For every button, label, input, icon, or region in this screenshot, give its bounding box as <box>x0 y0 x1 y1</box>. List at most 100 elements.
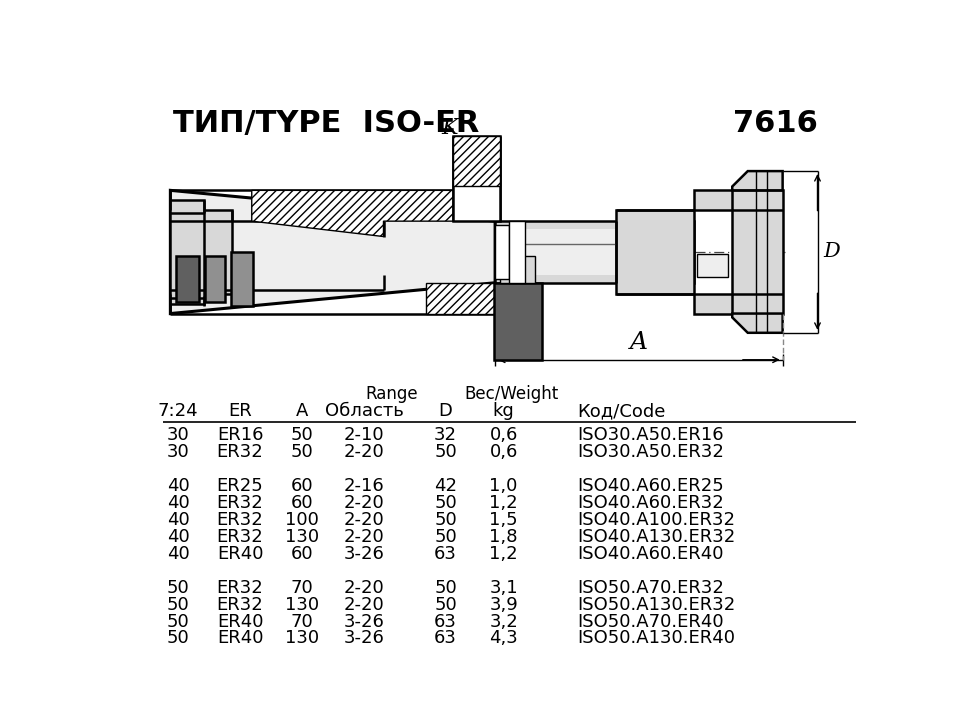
Text: ISO50.A130.ER32: ISO50.A130.ER32 <box>577 595 735 613</box>
Bar <box>170 210 232 294</box>
Text: 2-20: 2-20 <box>344 528 385 546</box>
Text: 63: 63 <box>434 613 457 631</box>
Text: 1,5: 1,5 <box>490 511 518 529</box>
Text: 2-20: 2-20 <box>344 579 385 597</box>
Text: ER16: ER16 <box>217 426 263 444</box>
Text: 130: 130 <box>285 629 319 647</box>
Text: ER32: ER32 <box>217 511 263 529</box>
Text: 1,0: 1,0 <box>490 477 517 495</box>
Text: kg: kg <box>492 402 515 420</box>
Text: ISO40.A60.ER40: ISO40.A60.ER40 <box>577 545 724 563</box>
Text: ISO40.A130.ER32: ISO40.A130.ER32 <box>577 528 735 546</box>
Text: 100: 100 <box>285 511 319 529</box>
Text: 50: 50 <box>167 595 189 613</box>
Text: ISO40.A100.ER32: ISO40.A100.ER32 <box>577 511 735 529</box>
Bar <box>499 229 689 275</box>
Text: 40: 40 <box>167 545 189 563</box>
Text: 50: 50 <box>434 579 457 597</box>
Text: ER32: ER32 <box>217 528 263 546</box>
Bar <box>493 283 541 360</box>
Text: ISO50.A130.ER40: ISO50.A130.ER40 <box>577 629 735 647</box>
Text: ISO50.A70.ER32: ISO50.A70.ER32 <box>577 579 724 597</box>
Text: 50: 50 <box>167 579 189 597</box>
Text: 2-20: 2-20 <box>344 511 385 529</box>
Text: 40: 40 <box>167 477 189 495</box>
Text: ISO40.A60.ER32: ISO40.A60.ER32 <box>577 494 724 512</box>
Text: D: D <box>824 243 840 261</box>
Text: 50: 50 <box>167 613 189 631</box>
Polygon shape <box>732 171 782 190</box>
Text: 3-26: 3-26 <box>344 629 385 647</box>
Text: 2-16: 2-16 <box>344 477 385 495</box>
Text: 1,8: 1,8 <box>490 528 517 546</box>
Text: ER32: ER32 <box>217 494 263 512</box>
Bar <box>495 221 693 283</box>
Text: ER40: ER40 <box>217 629 263 647</box>
Text: ISO50.A70.ER40: ISO50.A70.ER40 <box>577 613 724 631</box>
Text: Код/Code: Код/Code <box>577 402 665 420</box>
Text: 50: 50 <box>291 426 314 444</box>
Text: A: A <box>296 402 308 420</box>
Text: 60: 60 <box>291 477 313 495</box>
Text: ER32: ER32 <box>217 579 263 597</box>
Polygon shape <box>453 137 500 186</box>
Polygon shape <box>252 190 495 237</box>
Text: 3-26: 3-26 <box>344 613 385 631</box>
Text: 1,2: 1,2 <box>490 494 518 512</box>
Text: 0,6: 0,6 <box>490 426 517 444</box>
Text: 3,1: 3,1 <box>490 579 518 597</box>
Text: 50: 50 <box>434 494 457 512</box>
Text: Range: Range <box>365 385 418 403</box>
Bar <box>697 254 729 277</box>
Text: 40: 40 <box>167 528 189 546</box>
Text: 2-20: 2-20 <box>344 494 385 512</box>
Text: 4,3: 4,3 <box>490 629 518 647</box>
Polygon shape <box>426 283 495 313</box>
Text: 2-10: 2-10 <box>344 426 384 444</box>
Text: 2-20: 2-20 <box>344 595 385 613</box>
Text: 50: 50 <box>167 629 189 647</box>
Bar <box>170 200 204 304</box>
Bar <box>509 221 524 283</box>
Text: 40: 40 <box>167 511 189 529</box>
Text: 60: 60 <box>291 494 313 512</box>
Text: D: D <box>439 402 452 420</box>
Text: 130: 130 <box>285 595 319 613</box>
Text: 63: 63 <box>434 545 457 563</box>
Text: 30: 30 <box>167 426 189 444</box>
Text: K: K <box>442 117 458 139</box>
Text: ТИП/TYPE  ISO-ER: ТИП/TYPE ISO-ER <box>173 109 479 138</box>
Polygon shape <box>732 313 782 333</box>
Text: 0,6: 0,6 <box>490 443 517 461</box>
Bar <box>500 256 535 283</box>
Text: 3-26: 3-26 <box>344 545 385 563</box>
Text: 50: 50 <box>434 528 457 546</box>
Text: 63: 63 <box>434 629 457 647</box>
Text: 50: 50 <box>434 595 457 613</box>
Polygon shape <box>693 190 782 313</box>
Text: 30: 30 <box>167 443 189 461</box>
Text: 32: 32 <box>434 426 457 444</box>
Text: 70: 70 <box>291 613 314 631</box>
Bar <box>176 256 199 302</box>
Text: 60: 60 <box>291 545 313 563</box>
Text: ISO30.A50.ER16: ISO30.A50.ER16 <box>577 426 724 444</box>
Text: A: A <box>631 330 648 354</box>
Text: 7616: 7616 <box>732 109 818 138</box>
Text: ER32: ER32 <box>217 595 263 613</box>
Bar <box>616 210 693 294</box>
Text: 50: 50 <box>291 443 314 461</box>
Text: 70: 70 <box>291 579 314 597</box>
Text: ER: ER <box>228 402 252 420</box>
Polygon shape <box>170 190 495 313</box>
Text: 1,2: 1,2 <box>490 545 518 563</box>
Text: 50: 50 <box>434 511 457 529</box>
Text: Вес/Weight: Вес/Weight <box>465 385 559 403</box>
Text: ISO40.A60.ER25: ISO40.A60.ER25 <box>577 477 724 495</box>
Text: ER40: ER40 <box>217 545 263 563</box>
Bar <box>453 137 500 221</box>
Text: ISO30.A50.ER32: ISO30.A50.ER32 <box>577 443 724 461</box>
Text: Область: Область <box>324 402 403 420</box>
Text: 2-20: 2-20 <box>344 443 385 461</box>
Text: 7:24: 7:24 <box>157 402 199 420</box>
